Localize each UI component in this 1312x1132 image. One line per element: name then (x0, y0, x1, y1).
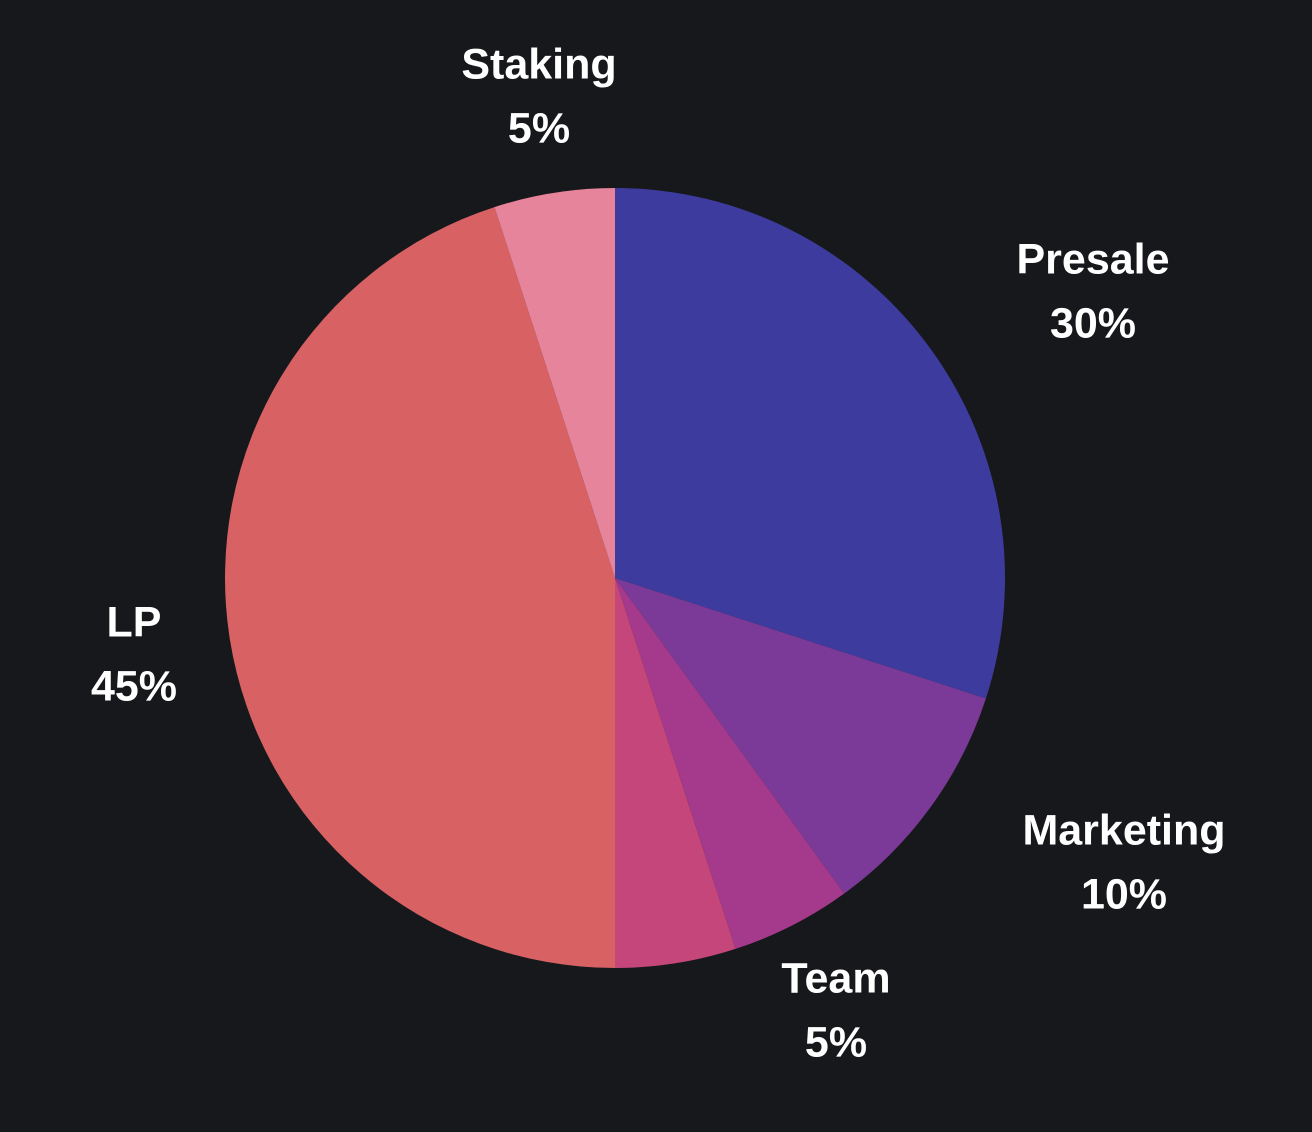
slice-value-staking: 5% (508, 104, 570, 152)
pie-slice-team (615, 578, 845, 949)
slice-value-lp: 45% (91, 662, 177, 710)
slice-value-team: 5% (805, 1018, 867, 1066)
pie-slice-unlabeled (615, 578, 736, 968)
pie-slice-lp (225, 207, 616, 969)
slice-value-presale: 30% (1050, 299, 1136, 347)
slice-label-team: Team (781, 954, 890, 1002)
pie-slice-staking (494, 188, 615, 578)
pie-slice-presale (615, 188, 1005, 699)
pie-slice-marketing (615, 578, 986, 894)
labels-layer: Presale 30% Marketing 10% Team 5% LP 45% Staking… (91, 40, 1226, 1066)
slice-value-marketing: 10% (1081, 870, 1167, 918)
slices-layer (225, 188, 1005, 969)
slice-label-staking: Staking (461, 40, 616, 88)
slice-label-presale: Presale (1016, 235, 1169, 283)
slice-label-lp: LP (107, 598, 162, 646)
slice-label-marketing: Marketing (1022, 806, 1225, 854)
